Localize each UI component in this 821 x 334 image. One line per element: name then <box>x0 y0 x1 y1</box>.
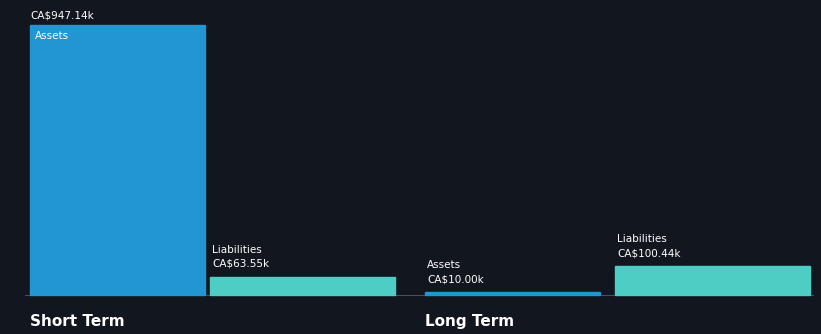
Text: Assets: Assets <box>35 31 69 41</box>
Text: Liabilities: Liabilities <box>212 245 262 255</box>
Text: CA$10.00k: CA$10.00k <box>427 274 484 284</box>
Text: CA$100.44k: CA$100.44k <box>617 248 681 259</box>
Text: Long Term: Long Term <box>425 314 514 329</box>
Text: CA$947.14k: CA$947.14k <box>30 10 94 20</box>
Text: Assets: Assets <box>427 260 461 270</box>
Bar <box>425 292 600 295</box>
Bar <box>615 267 810 295</box>
Bar <box>30 25 205 295</box>
Bar <box>210 277 395 295</box>
Text: Short Term: Short Term <box>30 314 125 329</box>
Text: CA$63.55k: CA$63.55k <box>212 259 269 269</box>
Text: Liabilities: Liabilities <box>617 234 667 244</box>
